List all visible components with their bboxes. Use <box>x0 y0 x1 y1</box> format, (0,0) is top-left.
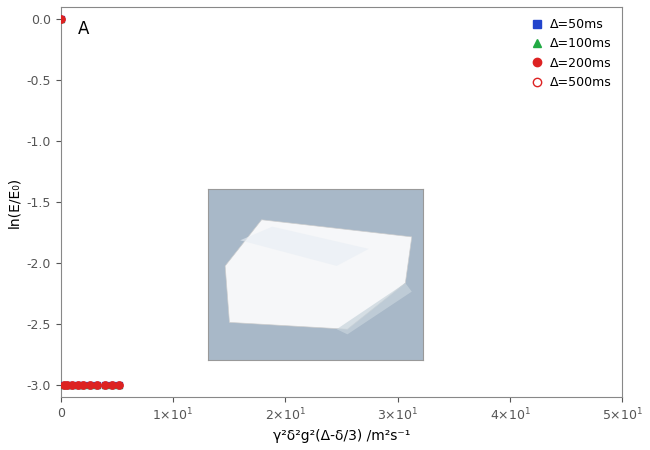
Δ=500ms <box>79 382 87 388</box>
Δ=100ms <box>73 382 81 388</box>
Δ=50ms <box>109 382 116 388</box>
Δ=200ms <box>60 382 68 388</box>
Δ=50ms <box>115 382 123 388</box>
Line: Δ=100ms: Δ=100ms <box>57 16 123 388</box>
Δ=200ms <box>101 382 109 388</box>
Δ=50ms <box>64 382 72 388</box>
Polygon shape <box>240 227 369 266</box>
Δ=500ms <box>60 382 68 388</box>
Δ=100ms <box>79 382 87 388</box>
Δ=500ms <box>109 382 116 388</box>
Δ=200ms <box>115 382 123 388</box>
Δ=100ms <box>109 382 116 388</box>
Δ=50ms <box>73 382 81 388</box>
Δ=200ms <box>64 382 72 388</box>
Δ=500ms <box>73 382 81 388</box>
Δ=500ms <box>93 382 101 388</box>
Δ=100ms <box>115 382 123 388</box>
Δ=500ms <box>64 382 72 388</box>
Δ=500ms <box>57 17 64 22</box>
X-axis label: γ²δ²g²(Δ-δ/3) /m²s⁻¹: γ²δ²g²(Δ-δ/3) /m²s⁻¹ <box>273 429 410 443</box>
Δ=50ms <box>93 382 101 388</box>
Legend: Δ=50ms, Δ=100ms, Δ=200ms, Δ=500ms: Δ=50ms, Δ=100ms, Δ=200ms, Δ=500ms <box>526 13 616 94</box>
Line: Δ=200ms: Δ=200ms <box>57 16 123 388</box>
Polygon shape <box>337 283 412 334</box>
Δ=50ms <box>68 382 76 388</box>
Y-axis label: ln(E/E₀): ln(E/E₀) <box>7 176 21 228</box>
Δ=100ms <box>68 382 76 388</box>
Δ=100ms <box>93 382 101 388</box>
Δ=200ms <box>68 382 76 388</box>
Δ=200ms <box>73 382 81 388</box>
Δ=50ms <box>60 382 68 388</box>
Text: A: A <box>77 20 89 38</box>
Δ=500ms <box>86 382 94 388</box>
Line: Δ=500ms: Δ=500ms <box>57 16 123 388</box>
Δ=100ms <box>57 17 64 22</box>
Δ=50ms <box>101 382 109 388</box>
Δ=200ms <box>57 17 64 22</box>
Δ=50ms <box>79 382 87 388</box>
Δ=100ms <box>101 382 109 388</box>
Δ=200ms <box>86 382 94 388</box>
Δ=50ms <box>86 382 94 388</box>
Δ=100ms <box>86 382 94 388</box>
Δ=50ms <box>57 17 64 22</box>
Δ=100ms <box>64 382 72 388</box>
Polygon shape <box>225 220 412 329</box>
Δ=500ms <box>115 382 123 388</box>
Δ=200ms <box>93 382 101 388</box>
Δ=500ms <box>101 382 109 388</box>
Δ=100ms <box>60 382 68 388</box>
Δ=500ms <box>68 382 76 388</box>
Line: Δ=50ms: Δ=50ms <box>57 16 123 388</box>
Δ=200ms <box>79 382 87 388</box>
Δ=200ms <box>109 382 116 388</box>
